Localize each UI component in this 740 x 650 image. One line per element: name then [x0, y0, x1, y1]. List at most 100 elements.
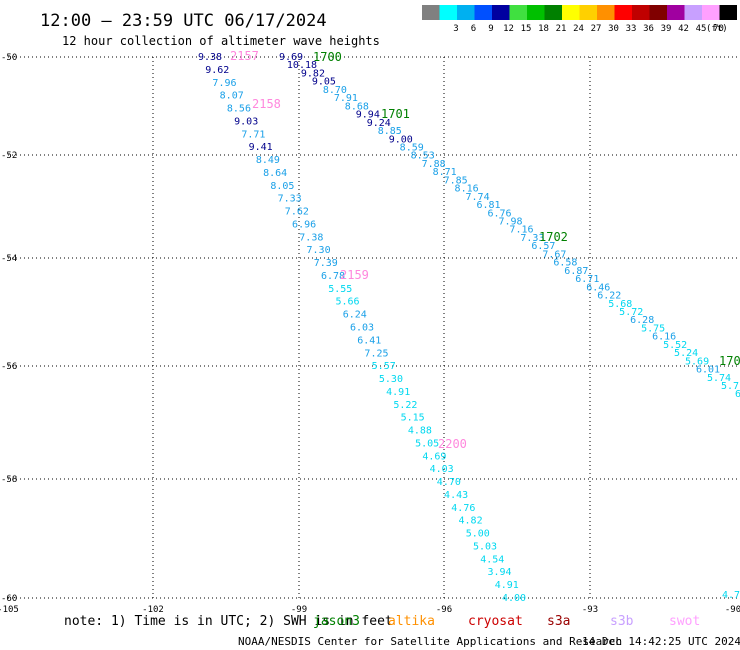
- legend-swatch: [544, 5, 562, 20]
- wave-height-value: 5.05: [415, 438, 439, 449]
- legend-swatch: [597, 5, 615, 20]
- note-text: note: 1) Time is in UTC; 2) SWH is in fe…: [64, 614, 393, 629]
- wave-height-value: 5.30: [379, 374, 403, 385]
- wave-height-value: 6.24: [343, 310, 367, 321]
- footer-credit: NOAA/NESDIS Center for Satellite Applica…: [238, 635, 622, 648]
- wave-height-value: 4.82: [459, 516, 483, 527]
- wave-height-value: 4.91: [495, 580, 519, 591]
- latitude-tick: -50: [1, 53, 17, 63]
- wave-height-value: 8.53: [411, 151, 435, 162]
- color-legend: 3 6 9 12 15 18 21 24 27 30 33 36 39 42 45 70: [422, 5, 737, 34]
- legend-swatch: [719, 5, 737, 20]
- legend-label: 27: [591, 24, 602, 34]
- latitude-tick: -60: [1, 594, 17, 604]
- wave-height-value: 6.71: [575, 274, 599, 285]
- satellite-name: s3a: [547, 614, 570, 629]
- longitude-tick: -102: [142, 605, 164, 615]
- wave-height-value: 5.69: [685, 356, 709, 367]
- latitude-tick: -54: [1, 254, 17, 264]
- wave-height-value: 8.56: [227, 104, 251, 115]
- legend-swatch: [649, 5, 667, 20]
- wave-height-value: 6.87: [564, 266, 588, 277]
- wave-height-value: 7.39: [314, 258, 338, 269]
- wave-height-value: 5.03: [473, 541, 497, 552]
- wave-height-value: 9.00: [389, 134, 413, 145]
- wave-height-value: 5.7: [721, 381, 739, 392]
- legend-swatch: [439, 5, 457, 20]
- wave-height-value: 5.66: [335, 297, 359, 308]
- wave-height-value: 6.78: [321, 271, 345, 282]
- pass-time-label: 2157: [230, 49, 259, 63]
- wave-height-value: 6.28: [630, 315, 654, 326]
- pass-time-label: 170: [719, 354, 740, 368]
- longitude-ticks: -105 -102 -99 -96 -93 -90: [0, 605, 740, 615]
- legend-label: 9: [488, 24, 493, 34]
- wave-height-value: 7.88: [422, 159, 446, 170]
- satellite-name: swot: [669, 614, 700, 629]
- legend-label: 3: [453, 24, 458, 34]
- wave-height-value: 5.24: [674, 348, 698, 359]
- wave-height-value: 8.68: [345, 101, 369, 112]
- wave-height-value: 9.62: [205, 65, 229, 76]
- legend-swatch: [684, 5, 702, 20]
- wave-height-value: 5.68: [608, 299, 632, 310]
- wave-height-value: 9.38: [198, 52, 222, 63]
- wave-height-value: 7.74: [466, 192, 490, 203]
- pass-time-label: 2158: [252, 97, 281, 111]
- legend-label: 70: [713, 24, 724, 34]
- wave-height-value: 6.58: [553, 258, 577, 269]
- wave-height-value: 8.59: [400, 142, 424, 153]
- wave-height-value: 4.43: [444, 490, 468, 501]
- legend-swatch: [562, 5, 580, 20]
- wave-height-value: 10.18: [287, 60, 317, 71]
- pass-time-label: 1700: [313, 50, 342, 64]
- wave-height-value: 7.96: [212, 78, 236, 89]
- wave-height-value: 5.15: [401, 413, 425, 424]
- wave-height-value: 8.49: [256, 155, 280, 166]
- wave-height-value: 6.16: [652, 332, 676, 343]
- longitude-tick: -99: [291, 605, 307, 615]
- pass-time-label: 1701: [381, 107, 410, 121]
- longitude-tick: -96: [436, 605, 452, 615]
- wave-height-value: 5.22: [393, 400, 417, 411]
- legend-swatch: [474, 5, 492, 20]
- wave-height-value: 9.24: [367, 118, 391, 129]
- wave-height-value: 7.91: [334, 93, 358, 104]
- wave-height-value: 9.05: [312, 77, 336, 88]
- satellite-name: cryosat: [468, 614, 523, 629]
- wave-height-value: 6.22: [597, 291, 621, 302]
- wave-height-value: 4.91: [386, 387, 410, 398]
- wave-height-value: 7.71: [241, 129, 265, 140]
- legend-label: 12: [503, 24, 514, 34]
- wave-height-value: 4.00: [502, 593, 526, 604]
- wave-height-value: 9.94: [356, 110, 380, 121]
- map-title: 12:00 – 23:59 UTC 06/17/2024: [40, 11, 327, 31]
- wave-height-value: 8.71: [433, 167, 457, 178]
- longitude-tick: -93: [582, 605, 598, 615]
- wave-height-value: 4.54: [480, 554, 504, 565]
- wave-height-value: 8.07: [220, 91, 244, 102]
- wave-height-value: 6.03: [350, 323, 374, 334]
- wave-height-value: 6.01: [696, 365, 720, 376]
- wave-height-value: 9.82: [301, 68, 325, 79]
- wave-height-value: 7.16: [509, 225, 533, 236]
- satellite-name: s3b: [610, 614, 634, 629]
- wave-height-value: 7.38: [299, 232, 323, 243]
- legend-label: 36: [643, 24, 654, 34]
- satellite-legend: jason3 altika cryosat s3a s3b swot: [313, 614, 700, 629]
- track-a: 9.38 9.62 7.96 8.07 8.569.03 7.71 9.41 8.49 8.64…: [198, 49, 526, 604]
- longitude-tick: -90: [725, 605, 740, 615]
- track-b: 9.6910.189.829.058.707.918.689.949.248.8…: [279, 50, 740, 601]
- wave-height-value: 4.03: [430, 464, 454, 475]
- wave-height-value: 6.57: [531, 241, 555, 252]
- legend-unit: (ft): [706, 24, 728, 34]
- wave-height-value: 5.55: [328, 284, 352, 295]
- wave-height-value: 7.33: [520, 233, 544, 244]
- latitude-tick: -56: [1, 362, 17, 372]
- wave-height-value: 5.72: [619, 307, 643, 318]
- wave-height-value: 8.70: [323, 85, 347, 96]
- wave-height-value: 4.76: [451, 503, 475, 514]
- wave-height-value: 8.16: [455, 184, 479, 195]
- wave-height-value: 5.75: [641, 323, 665, 334]
